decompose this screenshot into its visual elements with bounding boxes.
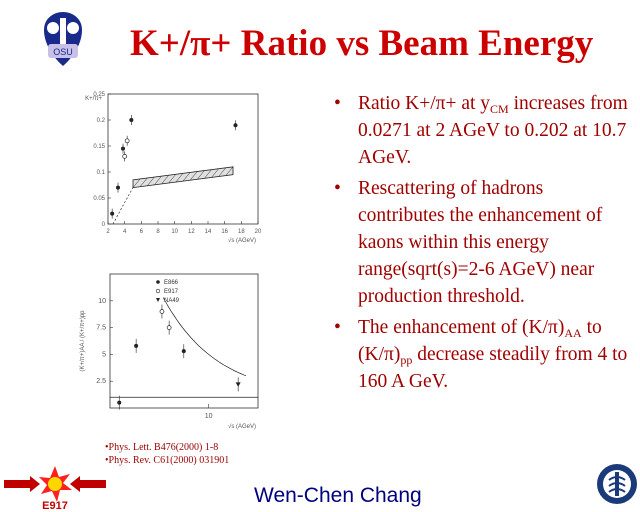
data-point (181, 349, 186, 354)
band-hatch (139, 177, 148, 187)
data-point (121, 146, 125, 151)
data-point (122, 154, 128, 159)
kpi-ratio-chart-plot: 2 4 6 8 10 12 14 16 18 20 0 0.05 0.1 0.15 0.2 0.25 √s (A… (85, 92, 262, 244)
legend-label: E917 (164, 289, 179, 295)
bullet-item-1: • Ratio K+/π+ at yCM increases from 0.027… (330, 90, 630, 171)
fit-curve (162, 297, 247, 377)
x-tick-label: 20 (255, 229, 262, 235)
institution-seal-icon (597, 464, 637, 504)
data-point (235, 382, 241, 387)
band-hatch (189, 171, 198, 181)
bullet-dot-icon: • (334, 93, 341, 114)
data-point (233, 123, 238, 128)
threshold-curve (112, 187, 134, 225)
y-tick-label: 0.2 (97, 118, 106, 124)
y-tick-label: 10 (98, 298, 106, 305)
x-tick-label: 2 (106, 229, 110, 235)
x-tick-label: 16 (221, 229, 228, 235)
band-hatch (204, 169, 212, 179)
band-hatch (154, 175, 162, 185)
enhancement-ratio-chart-plot: 2.5 5 7.5 10 10 √s (AGeV) (K+/π+)AA / (K+/π+)p… (80, 273, 259, 430)
legend-marker (156, 280, 160, 284)
data-point (116, 185, 120, 190)
university-logo-icon: OSU (44, 12, 82, 66)
x-axis-label: √s (AGeV) (228, 423, 256, 430)
plot-frame (107, 93, 259, 225)
y-axis-label: (K+/π+)AA / (K+/π+)pp (80, 310, 86, 372)
x-tick-label: 10 (171, 229, 178, 235)
legend-marker (156, 298, 160, 302)
band-hatch (211, 168, 219, 178)
legend-label: NA49 (164, 298, 180, 304)
data-point (124, 138, 130, 144)
data-point (110, 211, 115, 216)
band-hatch (182, 172, 191, 182)
band-hatch (175, 173, 184, 183)
x-axis-label: √s (AGeV) (228, 237, 256, 244)
x-tick-label: 10 (205, 413, 213, 420)
x-tick-label: 4 (123, 229, 127, 235)
band-hatch (161, 174, 169, 185)
bullet-list: • Ratio K+/π+ at yCM increases from 0.027… (330, 90, 630, 399)
bullet-item-2: • Rescattering of hadrons contributes the… (330, 175, 630, 310)
reference-2: •Phys. Rev. C61(2000) 031901 (105, 455, 230, 466)
x-tick-label: 18 (238, 229, 245, 235)
bullet-dot-icon: • (334, 317, 341, 338)
bullet-dot-icon: • (334, 178, 341, 199)
band-hatch (147, 176, 155, 186)
band-hatch (218, 167, 227, 177)
y-tick-label: 7.5 (96, 325, 106, 332)
y-tick-label: 2.5 (96, 378, 106, 385)
references: •Phys. Lett. B476(2000) 1-8 •Phys. Rev. … (105, 441, 229, 467)
band-hatch (225, 166, 234, 176)
e917-logo-text: E917 (42, 500, 68, 510)
y-tick-label: 5 (102, 351, 106, 358)
y-axis-label: K+/π+ (85, 96, 102, 102)
x-tick-label: 12 (188, 229, 195, 235)
reference-1: •Phys. Lett. B476(2000) 1-8 (105, 442, 219, 453)
band-hatch (197, 170, 205, 180)
data-point (134, 343, 139, 348)
slide-title: K+/π+ Ratio vs Beam Energy (130, 23, 594, 64)
logo-text: OSU (53, 47, 73, 57)
band-hatch (168, 174, 177, 184)
data-point (166, 325, 172, 330)
legend-label: E866 (164, 280, 179, 286)
y-tick-label: 0.15 (93, 144, 105, 150)
y-tick-label: 0.1 (97, 170, 106, 176)
band-hatch (132, 178, 141, 188)
y-tick-label: 0.05 (93, 196, 105, 202)
plot-frame (109, 273, 259, 409)
legend-marker (155, 288, 161, 294)
bullet-item-3: • The enhancement of (K/π)AA to (K/π)pp d… (330, 314, 630, 395)
data-point (117, 400, 122, 405)
e917-logo-icon: E917 (4, 466, 106, 510)
data-point (129, 118, 134, 122)
x-tick-label: 8 (156, 229, 160, 235)
x-tick-label: 14 (205, 229, 212, 235)
y-tick-label: 0 (102, 222, 106, 228)
x-tick-label: 6 (140, 229, 144, 235)
y-tick-label: 0.25 (93, 92, 105, 98)
enhancement-ratio-chart: 2.5 5 7.5 10 10 √s (AGeV) (K+/π+)AA / (K+/π+)p… (80, 273, 259, 430)
kpi-ratio-chart: 2 4 6 8 10 12 14 16 18 20 0 0.05 0.1 0.15 0.2 0.25 √s (A… (85, 92, 262, 244)
author-name: Wen-Chen Chang (254, 484, 422, 507)
data-point (159, 309, 165, 314)
